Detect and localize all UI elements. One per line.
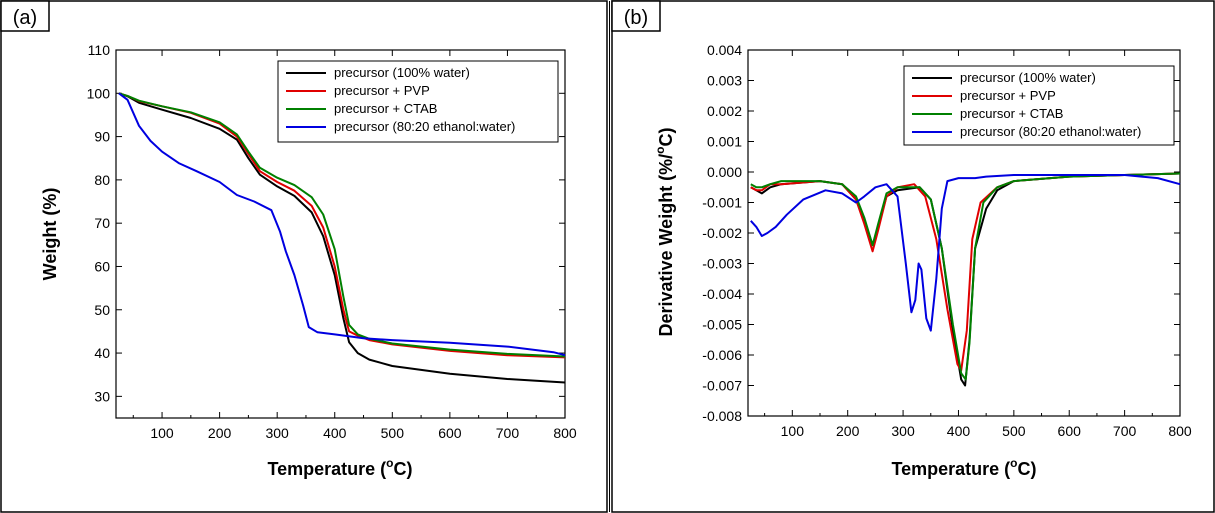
y-tick-label: -0.003 bbox=[702, 256, 742, 272]
chart-a-legend-box bbox=[277, 60, 559, 143]
y-tick-label: -0.006 bbox=[702, 347, 742, 363]
chart-b-series bbox=[750, 172, 1181, 387]
chart-a-legend: precursor (100% water) precursor + PVP pre… bbox=[277, 60, 559, 143]
x-tick-label: 700 bbox=[1113, 423, 1137, 439]
x-tick-label: 600 bbox=[1058, 423, 1082, 439]
x-tick-label: 500 bbox=[381, 425, 405, 441]
legend-label: precursor + CTAB bbox=[334, 101, 437, 116]
y-tick-label: -0.005 bbox=[702, 317, 742, 333]
x-tick-label: 500 bbox=[1002, 423, 1026, 439]
y-tick-label: 0.002 bbox=[707, 103, 742, 119]
x-tick-label: 300 bbox=[891, 423, 915, 439]
y-tick-label: 50 bbox=[94, 302, 110, 318]
y-tick-label: 100 bbox=[87, 85, 111, 101]
panel-a-label: (a) bbox=[13, 7, 37, 29]
series-line bbox=[118, 92, 566, 357]
legend-label: precursor (80:20 ethanol:water) bbox=[960, 124, 1141, 139]
y-tick-label: -0.001 bbox=[702, 195, 742, 211]
y-tick-label: -0.008 bbox=[702, 408, 742, 424]
panel-a-border bbox=[0, 0, 608, 513]
series-line bbox=[750, 172, 1181, 372]
x-tick-label: 100 bbox=[150, 425, 174, 441]
chart-a-plot-area bbox=[115, 49, 566, 419]
y-tick-label: 0.001 bbox=[707, 134, 742, 150]
y-tick-label: 80 bbox=[94, 172, 110, 188]
chart-b-legend: precursor (100% water) precursor + PVP pre… bbox=[903, 65, 1175, 146]
x-tick-label: 800 bbox=[553, 425, 577, 441]
series-line bbox=[118, 92, 566, 358]
legend-label: precursor + PVP bbox=[334, 83, 430, 98]
chart-b-xlabel: Temperature (oC) bbox=[891, 456, 1036, 479]
legend-label: precursor + PVP bbox=[960, 88, 1056, 103]
y-tick-label: -0.007 bbox=[702, 378, 742, 394]
panel-b-label: (b) bbox=[624, 7, 648, 29]
x-tick-label: 400 bbox=[323, 425, 347, 441]
legend-label: precursor + CTAB bbox=[960, 106, 1063, 121]
y-tick-label: -0.002 bbox=[702, 225, 742, 241]
chart-b-ticks: 100 200 300 400 500 600 700 800 -0.008 -0.007 -0.0… bbox=[702, 42, 1192, 439]
x-tick-label: 600 bbox=[438, 425, 462, 441]
chart-a: 100 200 300 400 500 600 700 800 30 40 50 60 70 80 90 10… bbox=[40, 42, 577, 479]
x-tick-label: 100 bbox=[781, 423, 805, 439]
series-line bbox=[118, 92, 566, 384]
chart-a-ylabel: Weight (%) bbox=[40, 188, 60, 281]
legend-label: precursor (80:20 ethanol:water) bbox=[334, 119, 515, 134]
y-tick-label: 0.000 bbox=[707, 164, 742, 180]
y-tick-label: 90 bbox=[94, 129, 110, 145]
legend-label: precursor (100% water) bbox=[334, 65, 470, 80]
y-tick-label: 110 bbox=[88, 42, 111, 58]
series-line bbox=[750, 174, 1181, 332]
panel-a-label-box bbox=[0, 0, 50, 32]
x-tick-label: 300 bbox=[265, 425, 289, 441]
chart-b: 100 200 300 400 500 600 700 800 -0.008 -0.007 -0.0… bbox=[653, 42, 1192, 479]
chart-a-xlabel: Temperature (oC) bbox=[267, 456, 412, 479]
y-tick-label: -0.004 bbox=[702, 286, 742, 302]
y-tick-label: 0.003 bbox=[707, 73, 742, 89]
chart-b-ylabel: Derivative Weight (%/oC) bbox=[653, 127, 676, 336]
x-tick-label: 800 bbox=[1168, 423, 1192, 439]
panel-b-label-box bbox=[611, 0, 661, 32]
y-tick-label: 30 bbox=[94, 388, 110, 404]
chart-a-ticks: 100 200 300 400 500 600 700 800 30 40 50 60 70 80 90 10… bbox=[87, 42, 577, 441]
legend-label: precursor (100% water) bbox=[960, 70, 1096, 85]
panel-b-border bbox=[611, 0, 1215, 513]
x-tick-label: 200 bbox=[208, 425, 232, 441]
x-tick-label: 200 bbox=[836, 423, 860, 439]
y-tick-label: 0.004 bbox=[707, 42, 742, 58]
chart-a-series bbox=[118, 92, 566, 384]
y-tick-label: 40 bbox=[94, 345, 110, 361]
series-line bbox=[750, 172, 1181, 381]
y-tick-label: 70 bbox=[94, 215, 110, 231]
x-tick-label: 700 bbox=[496, 425, 520, 441]
x-tick-label: 400 bbox=[947, 423, 971, 439]
series-line bbox=[750, 172, 1181, 387]
y-tick-label: 60 bbox=[94, 258, 110, 274]
